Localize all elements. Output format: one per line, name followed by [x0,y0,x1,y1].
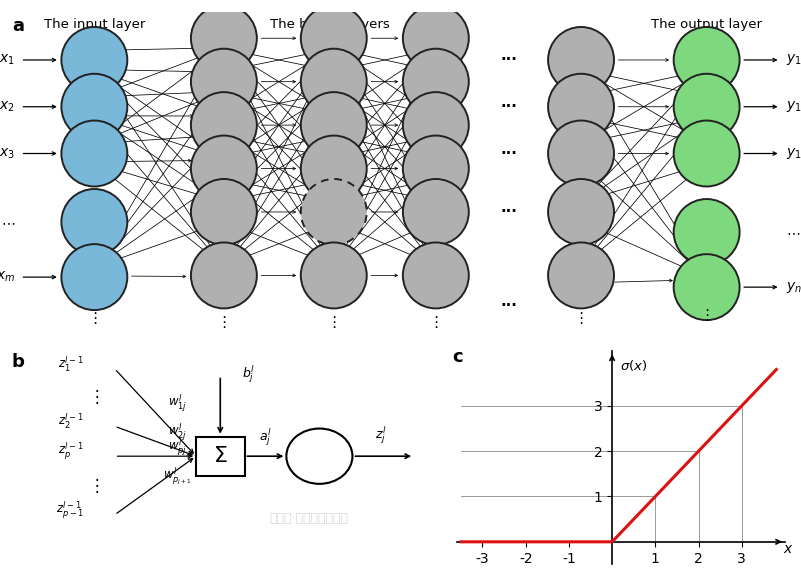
Ellipse shape [301,242,367,308]
Ellipse shape [191,5,257,71]
Text: ···: ··· [501,52,517,67]
Ellipse shape [548,242,614,308]
Text: ⋮: ⋮ [216,314,231,329]
Text: c: c [453,348,463,366]
Text: a: a [12,17,24,35]
Text: $a_j^l$: $a_j^l$ [259,427,272,449]
Text: (1): (1) [85,33,104,46]
Text: $x_m$: $x_m$ [0,270,15,285]
Ellipse shape [191,179,257,245]
Ellipse shape [62,27,127,93]
Text: ···: ··· [501,298,517,313]
Ellipse shape [62,74,127,140]
Text: $z_1^{l-1}$: $z_1^{l-1}$ [58,354,83,374]
Ellipse shape [403,92,469,158]
Ellipse shape [403,179,469,245]
Ellipse shape [548,27,614,93]
Text: (L−1): (L−1) [562,33,600,46]
Ellipse shape [191,49,257,115]
Ellipse shape [403,242,469,308]
Text: ⋮: ⋮ [699,308,714,323]
Text: $\sigma(\cdot)$: $\sigma(\cdot)$ [307,448,332,464]
Ellipse shape [301,5,367,71]
Ellipse shape [191,135,257,202]
Text: $w_{2j}^l$: $w_{2j}^l$ [167,421,187,443]
Text: $\cdots$: $\cdots$ [1,215,15,229]
Ellipse shape [674,199,739,265]
Ellipse shape [301,179,367,245]
Ellipse shape [674,27,739,93]
Text: ···: ··· [501,146,517,161]
Ellipse shape [301,92,367,158]
Text: $\cdots$: $\cdots$ [786,225,800,239]
Ellipse shape [191,242,257,308]
Text: ···: ··· [501,204,517,219]
Text: $x_2$: $x_2$ [0,100,15,114]
Ellipse shape [674,74,739,140]
Text: $b_j^l$: $b_j^l$ [243,363,256,385]
Text: $y_1$: $y_1$ [786,146,801,161]
Ellipse shape [62,244,127,310]
Text: The hidden layers: The hidden layers [270,18,390,31]
Ellipse shape [191,92,257,158]
Ellipse shape [548,179,614,245]
Text: $z_j^l$: $z_j^l$ [376,425,387,446]
Ellipse shape [674,254,739,320]
Text: The output layer: The output layer [651,18,762,31]
Text: ⋮: ⋮ [429,314,444,329]
Text: (3): (3) [324,33,343,46]
Ellipse shape [287,429,352,484]
Text: b: b [11,353,24,370]
Text: $w_{1j}^l$: $w_{1j}^l$ [167,392,187,414]
Text: ⋮: ⋮ [87,312,102,327]
Text: $x_3$: $x_3$ [0,146,15,161]
Text: $z_{p-1}^{l-1}$: $z_{p-1}^{l-1}$ [57,500,84,521]
Ellipse shape [674,120,739,187]
Ellipse shape [403,5,469,71]
FancyBboxPatch shape [196,437,244,476]
Text: $z_2^{l-1}$: $z_2^{l-1}$ [58,412,83,431]
Text: $y_1$: $y_1$ [786,99,801,114]
Text: ⋮: ⋮ [574,312,589,327]
Ellipse shape [403,49,469,115]
Text: $\sigma(x)$: $\sigma(x)$ [620,358,647,373]
Text: ⋮: ⋮ [89,388,105,407]
Ellipse shape [62,120,127,187]
Ellipse shape [403,135,469,202]
Text: $x$: $x$ [783,542,794,556]
Text: (L): (L) [698,33,715,46]
Text: (2): (2) [215,33,233,46]
Text: $x_1$: $x_1$ [0,53,15,67]
Text: ⋮: ⋮ [326,314,341,329]
Ellipse shape [548,120,614,187]
Text: $\Sigma$: $\Sigma$ [213,446,227,466]
Text: 公众号·数据分析及应用: 公众号·数据分析及应用 [269,512,348,525]
Ellipse shape [62,189,127,255]
Text: $z_p^{l-1}$: $z_p^{l-1}$ [58,441,83,462]
Ellipse shape [548,74,614,140]
Text: The input layer: The input layer [44,18,145,31]
Text: $y_1$: $y_1$ [786,52,801,67]
Text: $y_n$: $y_n$ [786,279,801,295]
Ellipse shape [301,49,367,115]
Text: ···: ··· [501,99,517,114]
Text: ⋮: ⋮ [89,477,105,495]
Ellipse shape [301,135,367,202]
Text: $w_{p_{j+1}}^l$: $w_{p_{j+1}}^l$ [163,465,191,487]
Text: $w_{pj}^l$: $w_{pj}^l$ [167,436,187,458]
Text: (4): (4) [426,33,445,46]
